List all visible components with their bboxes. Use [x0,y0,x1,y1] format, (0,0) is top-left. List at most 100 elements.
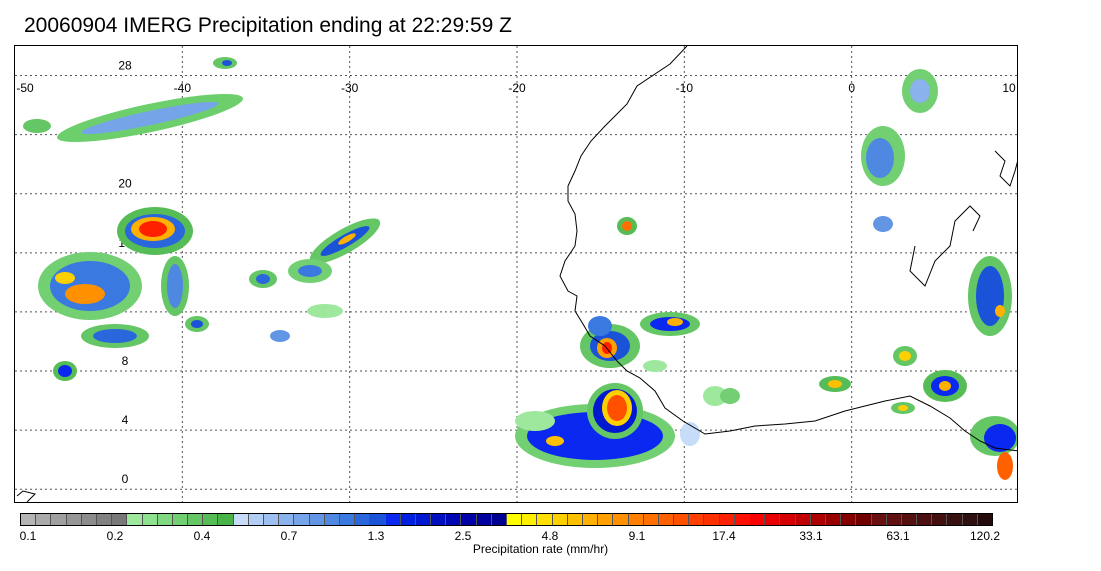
colorbar-swatch [233,514,249,525]
colorbar-swatch [841,514,857,525]
rain-area [81,101,219,135]
colorbar-tick-label: 17.4 [712,529,736,543]
rain-area [139,221,167,237]
colorbar-swatch [218,514,234,525]
rain-area [866,138,894,178]
colorbar-swatch [36,514,52,525]
rain-area [607,395,627,421]
lon-tick-label: 0 [848,81,855,95]
colorbar-swatch [689,514,705,525]
rain-area [939,381,951,391]
colorbar-swatch [446,514,462,525]
colorbar-swatch [658,514,675,525]
colorbar-swatch [172,514,189,525]
colorbar-tick-label: 0.4 [193,529,211,543]
rain-area [338,233,356,245]
colorbar-swatch [719,514,735,525]
rain-area [828,380,842,388]
colorbar-swatch [461,514,477,525]
colorbar-tick-label: 63.1 [886,529,910,543]
colorbar-swatch [142,514,158,525]
colorbar-swatch [66,514,82,525]
rain-area [643,360,667,372]
rain-area [93,329,137,343]
rain-area [55,272,75,284]
colorbar-swatch [491,514,507,525]
colorbar-swatch [871,514,887,525]
rain-area [899,351,911,361]
rain-area [546,436,564,446]
rain-area [898,405,908,411]
colorbar-swatch [324,514,340,525]
colorbar-tick-label: 9.1 [628,529,646,543]
colorbar-tick-label: 0.2 [106,529,124,543]
colorbar-swatch [552,514,568,525]
lat-tick-label: 4 [122,413,129,427]
colorbar-swatch [750,514,766,525]
rain-area [298,265,322,277]
precip-map: -50-40-30-20-100102824201612840 [15,46,1017,502]
colorbar-swatch [507,514,523,525]
colorbar-swatch [734,514,750,525]
colorbar-swatch [279,514,295,525]
colorbar-swatch [157,514,173,525]
colorbar-swatch [780,514,796,525]
rain-area [873,216,893,232]
rain-area [191,320,203,328]
rain-area [65,284,105,304]
lat-tick-label: 28 [118,59,132,73]
rain-area [222,60,232,66]
lon-tick-label: -10 [676,81,694,95]
lat-tick-label: 8 [122,354,129,368]
colorbar-swatch [370,514,386,525]
rain-area [997,452,1013,480]
rain-area [910,79,930,103]
colorbar-swatch [825,514,842,525]
colorbar-swatch [385,514,401,525]
lon-tick-label: -20 [508,81,526,95]
colorbar-swatch [598,514,614,525]
colorbar-swatch [309,514,325,525]
rain-area [167,264,183,308]
rain-area [976,266,1004,326]
colorbar-tick-label: 1.3 [367,529,385,543]
colorbar-swatch [51,514,67,525]
page-title: 20060904 IMERG Precipitation ending at 2… [24,14,512,37]
coastline-path [16,490,36,502]
rain-area [256,274,270,284]
colorbar-swatch [947,514,963,525]
colorbar-swatch [248,514,264,525]
colorbar-tick-label: 33.1 [799,529,823,543]
coastline [16,46,1017,502]
colorbar-swatch [264,514,280,525]
rain-area [515,411,555,431]
colorbar-swatch [415,514,432,525]
colorbar-swatch [765,514,781,525]
colorbar-swatch [628,514,644,525]
colorbar-swatch [355,514,371,525]
colorbar-swatch [582,514,599,525]
rain-area [720,388,740,404]
colorbar-swatch [431,514,447,525]
colorbar-swatch [203,514,219,525]
colorbar-swatch [522,514,538,525]
map-panel: -50-40-30-20-100102824201612840 [14,45,1018,503]
colorbar-swatch [977,514,992,525]
colorbar-swatch [962,514,978,525]
colorbar-swatch [112,514,128,525]
rain-area [307,304,343,318]
lon-tick-label: -40 [174,81,192,95]
lon-tick-label: -30 [341,81,359,95]
rain-area [703,386,727,406]
colorbar-swatch [294,514,310,525]
colorbar-swatch [704,514,720,525]
colorbar [20,513,993,526]
colorbar-swatch [81,514,97,525]
colorbar-swatch [613,514,629,525]
colorbar-tick-label: 4.8 [541,529,559,543]
colorbar-swatch [567,514,583,525]
coastline-path [909,205,981,287]
colorbar-tick-label: 2.5 [454,529,472,543]
rain-area [23,119,51,133]
lon-tick-label: -50 [16,81,34,95]
